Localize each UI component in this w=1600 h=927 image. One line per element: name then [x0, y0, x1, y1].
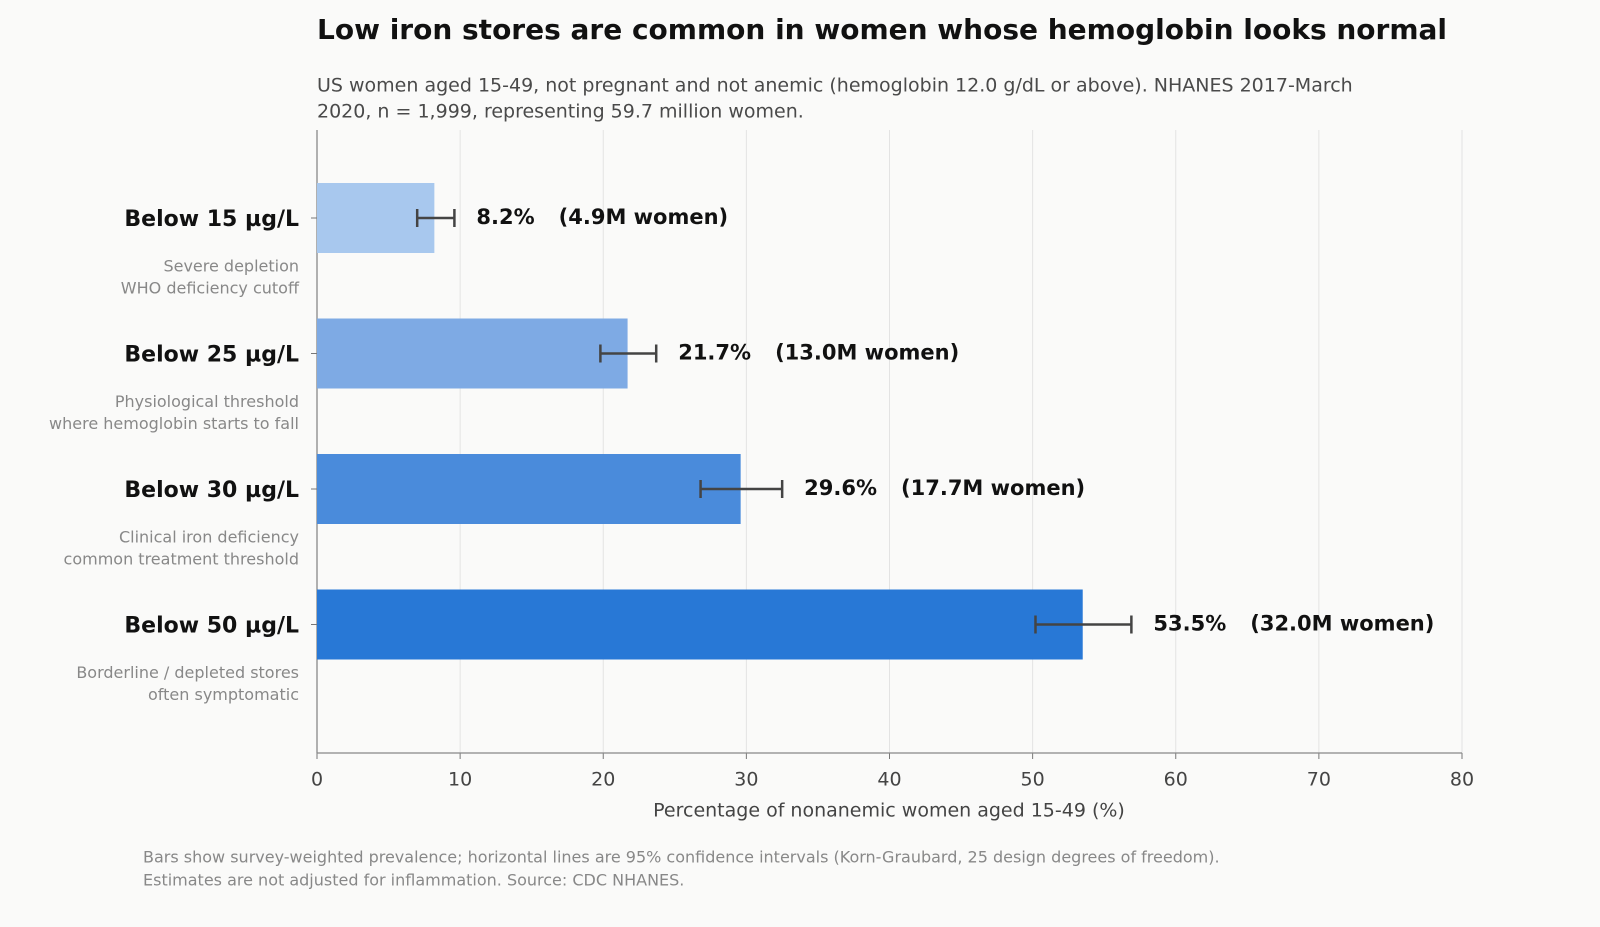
category-note: often symptomatic	[148, 685, 299, 704]
value-label: 29.6%	[804, 476, 877, 500]
chart-title: Low iron stores are common in women whos…	[317, 13, 1447, 46]
subtitle: US women aged 15-49, not pregnant and no…	[317, 75, 1353, 97]
footnote: Bars show survey-weighted prevalence; ho…	[143, 848, 1220, 867]
value-label: 21.7%	[678, 341, 751, 365]
y-tick-label: Below 30 µg/L	[124, 478, 299, 503]
category-note: Severe depletion	[163, 257, 299, 276]
x-tick-label: 70	[1307, 769, 1331, 791]
x-tick-label: 30	[734, 769, 758, 791]
women-label: (13.0M women)	[775, 341, 959, 365]
women-label: (32.0M women)	[1250, 612, 1434, 636]
x-tick-label: 80	[1450, 769, 1474, 791]
x-tick-label: 20	[591, 769, 615, 791]
x-tick-label: 10	[448, 769, 472, 791]
y-tick-label: Below 25 µg/L	[124, 343, 299, 368]
error-bar	[699, 480, 784, 498]
subtitle: 2020, n = 1,999, representing 59.7 milli…	[317, 101, 804, 123]
y-tick-label: Below 15 µg/L	[124, 207, 299, 232]
x-tick-label: 50	[1021, 769, 1045, 791]
error-bar	[599, 344, 658, 363]
bar	[317, 454, 741, 524]
women-label: (17.7M women)	[901, 476, 1085, 500]
value-label: 8.2%	[476, 205, 534, 229]
footnote: Estimates are not adjusted for inflammat…	[143, 871, 684, 890]
error-bar	[1034, 615, 1133, 634]
category-note: Borderline / depleted stores	[76, 663, 299, 682]
category-note: Clinical iron deficiency	[119, 528, 299, 547]
value-label: 53.5%	[1153, 612, 1226, 636]
category-note: where hemoglobin starts to fall	[49, 414, 299, 433]
x-tick-label: 40	[877, 769, 901, 791]
x-tick-label: 0	[311, 769, 323, 791]
x-axis-label: Percentage of nonanemic women aged 15-49…	[653, 800, 1125, 822]
women-label: (4.9M women)	[559, 205, 729, 229]
error-bar	[415, 209, 456, 227]
x-tick-label: 60	[1164, 769, 1188, 791]
category-note: common treatment threshold	[64, 550, 299, 569]
bar	[317, 183, 435, 253]
category-note: Physiological threshold	[115, 392, 299, 411]
category-note: WHO deficiency cutoff	[121, 279, 300, 298]
bar	[317, 589, 1083, 660]
bar	[317, 318, 628, 389]
y-tick-label: Below 50 µg/L	[124, 614, 299, 639]
